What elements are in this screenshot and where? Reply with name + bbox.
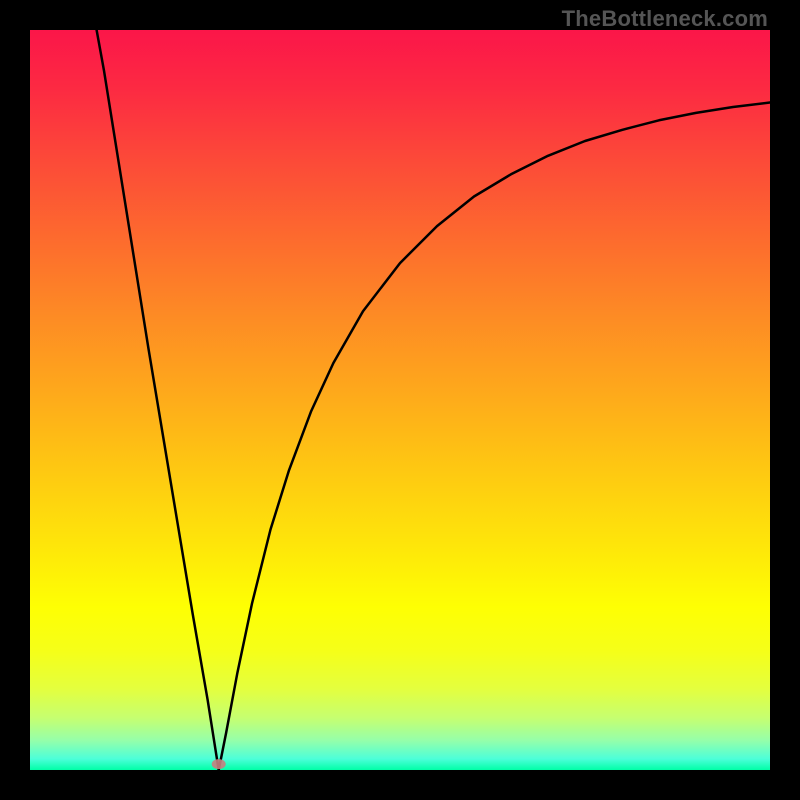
chart-svg <box>30 30 770 770</box>
gradient-background <box>30 30 770 770</box>
watermark-text: TheBottleneck.com <box>562 6 768 32</box>
chart-frame: TheBottleneck.com <box>0 0 800 800</box>
plot-area <box>30 30 770 770</box>
minimum-marker <box>212 759 226 769</box>
